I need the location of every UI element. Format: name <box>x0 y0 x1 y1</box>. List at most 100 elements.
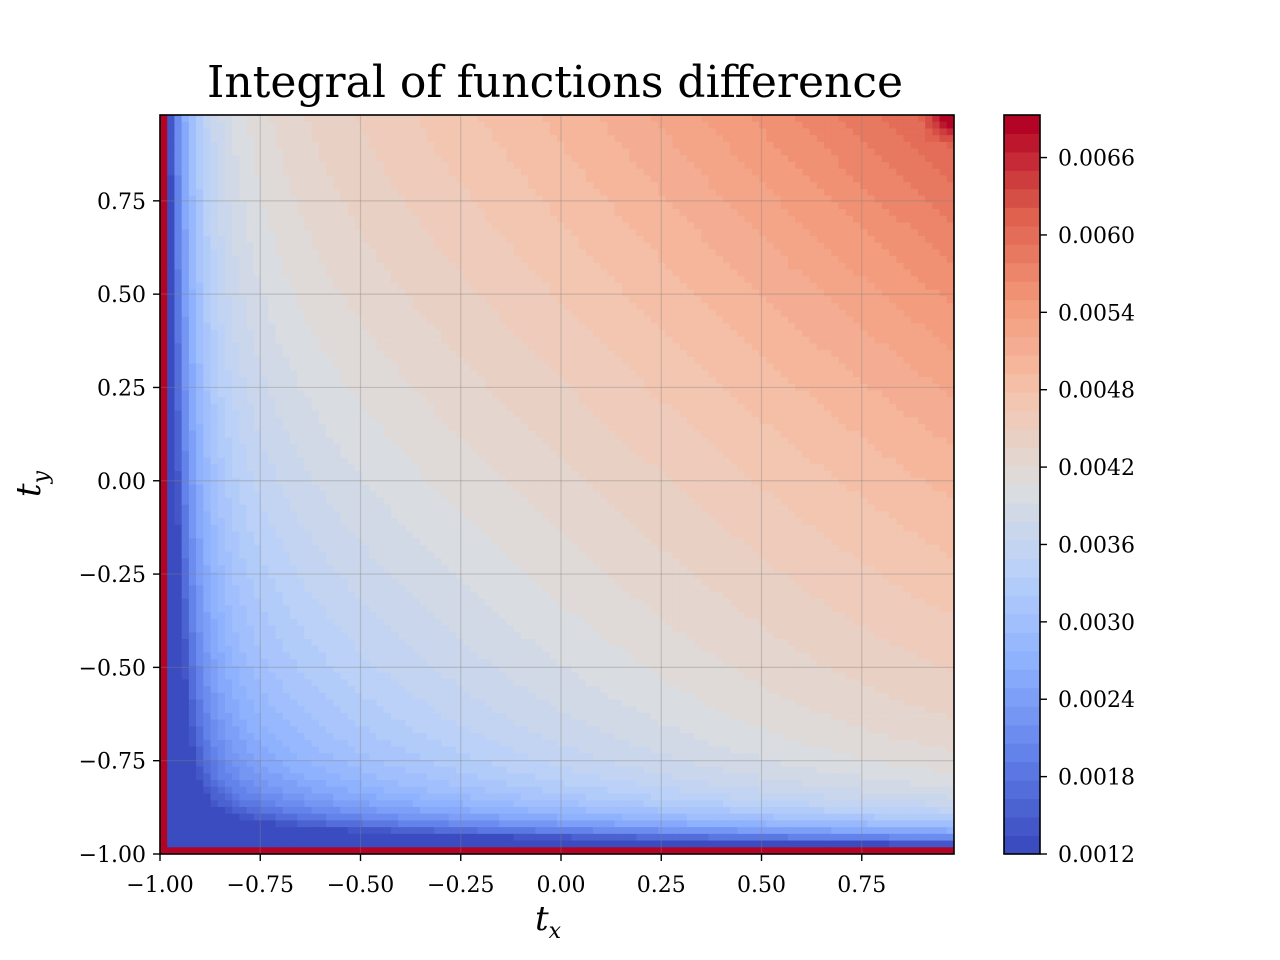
heatmap-cell <box>217 155 226 163</box>
heatmap-cell <box>224 699 233 707</box>
heatmap-cell <box>405 182 414 190</box>
heatmap-cell <box>419 141 428 150</box>
heatmap-cell <box>326 182 334 190</box>
heatmap-cell <box>304 686 313 694</box>
heatmap-cell <box>297 813 305 822</box>
heatmap-cell <box>412 162 421 170</box>
heatmap-cell <box>261 383 269 392</box>
heatmap-cell <box>448 686 457 694</box>
heatmap-cell <box>347 692 356 701</box>
heatmap-cell <box>275 665 284 674</box>
heatmap-cell <box>224 585 233 593</box>
heatmap-cell <box>390 699 399 707</box>
heatmap-cell <box>376 692 385 701</box>
heatmap-cell <box>275 551 284 559</box>
heatmap-cell <box>253 639 262 647</box>
heatmap-cell <box>369 712 378 721</box>
heatmap-cell <box>297 800 305 808</box>
heatmap-cell <box>427 632 435 640</box>
heatmap-cell <box>160 706 168 714</box>
heatmap-cell <box>174 316 183 324</box>
heatmap-cell <box>441 544 450 553</box>
heatmap-cell <box>217 773 226 781</box>
heatmap-cell <box>224 430 233 439</box>
heatmap-cell <box>354 780 363 788</box>
heatmap-cell <box>188 786 197 795</box>
heatmap-cell <box>434 679 443 687</box>
heatmap-cell <box>275 229 284 237</box>
heatmap-cell <box>383 571 392 580</box>
heatmap-cell <box>398 491 407 499</box>
heatmap-cell <box>362 115 370 123</box>
heatmap-cell <box>174 665 183 674</box>
heatmap-cell <box>253 618 262 627</box>
heatmap-cell <box>203 659 212 667</box>
heatmap-cell <box>246 679 255 687</box>
heatmap-cell <box>383 141 392 150</box>
heatmap-cell <box>434 739 443 748</box>
heatmap-cell <box>174 712 183 721</box>
heatmap-cell <box>326 343 334 351</box>
heatmap-cell <box>412 833 421 842</box>
heatmap-cell <box>405 625 414 633</box>
heatmap-cell <box>354 383 363 392</box>
heatmap-cell <box>448 786 457 795</box>
heatmap-cell <box>376 296 385 304</box>
heatmap-cell <box>455 538 464 546</box>
heatmap-cell <box>427 719 435 727</box>
heatmap-cell <box>181 719 190 727</box>
heatmap-cell <box>369 759 378 768</box>
heatmap-cell <box>463 484 471 492</box>
heatmap-cell <box>224 531 233 539</box>
heatmap-cell <box>347 665 356 674</box>
heatmap-cell <box>383 652 392 660</box>
heatmap-cell <box>333 202 342 210</box>
heatmap-cell <box>340 706 349 714</box>
heatmap-cell <box>261 840 269 848</box>
heatmap-cell <box>160 645 168 654</box>
heatmap-cell <box>455 276 464 284</box>
heatmap-cell <box>203 135 212 143</box>
heatmap-cell <box>239 424 248 432</box>
heatmap-cell <box>232 585 240 593</box>
heatmap-cell <box>181 235 190 244</box>
heatmap-cell <box>369 450 378 459</box>
heatmap-cell <box>203 155 212 163</box>
heatmap-cell <box>427 645 435 654</box>
heatmap-cell <box>318 383 327 392</box>
heatmap-cell <box>217 538 226 546</box>
heatmap-cell <box>405 303 414 311</box>
heatmap-cell <box>196 585 204 593</box>
heatmap-cell <box>448 571 457 580</box>
heatmap-cell <box>224 820 233 828</box>
heatmap-cell <box>224 484 233 492</box>
heatmap-cell <box>347 444 356 452</box>
heatmap-cell <box>398 511 407 519</box>
heatmap-cell <box>297 565 305 573</box>
heatmap-cell <box>376 222 385 230</box>
heatmap-cell <box>383 370 392 378</box>
heatmap-cell <box>246 551 255 559</box>
heatmap-cell <box>441 215 450 224</box>
heatmap-cell <box>463 182 471 190</box>
heatmap-cell <box>239 739 248 748</box>
heatmap-cell <box>455 471 464 479</box>
heatmap-cell <box>261 531 269 539</box>
heatmap-cell <box>246 518 255 526</box>
heatmap-cell <box>412 289 421 297</box>
heatmap-cell <box>383 457 392 465</box>
heatmap-cell <box>232 692 240 701</box>
heatmap-cell <box>174 188 183 197</box>
heatmap-cell <box>181 175 190 183</box>
heatmap-cell <box>412 719 421 727</box>
heatmap-cell <box>455 249 464 257</box>
heatmap-cell <box>369 773 378 781</box>
heatmap-cell <box>239 632 248 640</box>
heatmap-cell <box>354 753 363 761</box>
heatmap-cell <box>434 457 443 465</box>
heatmap-cell <box>484 128 493 136</box>
heatmap-cell <box>470 524 479 533</box>
heatmap-cell <box>261 390 269 398</box>
heatmap-cell <box>246 209 255 217</box>
heatmap-cell <box>275 679 284 687</box>
